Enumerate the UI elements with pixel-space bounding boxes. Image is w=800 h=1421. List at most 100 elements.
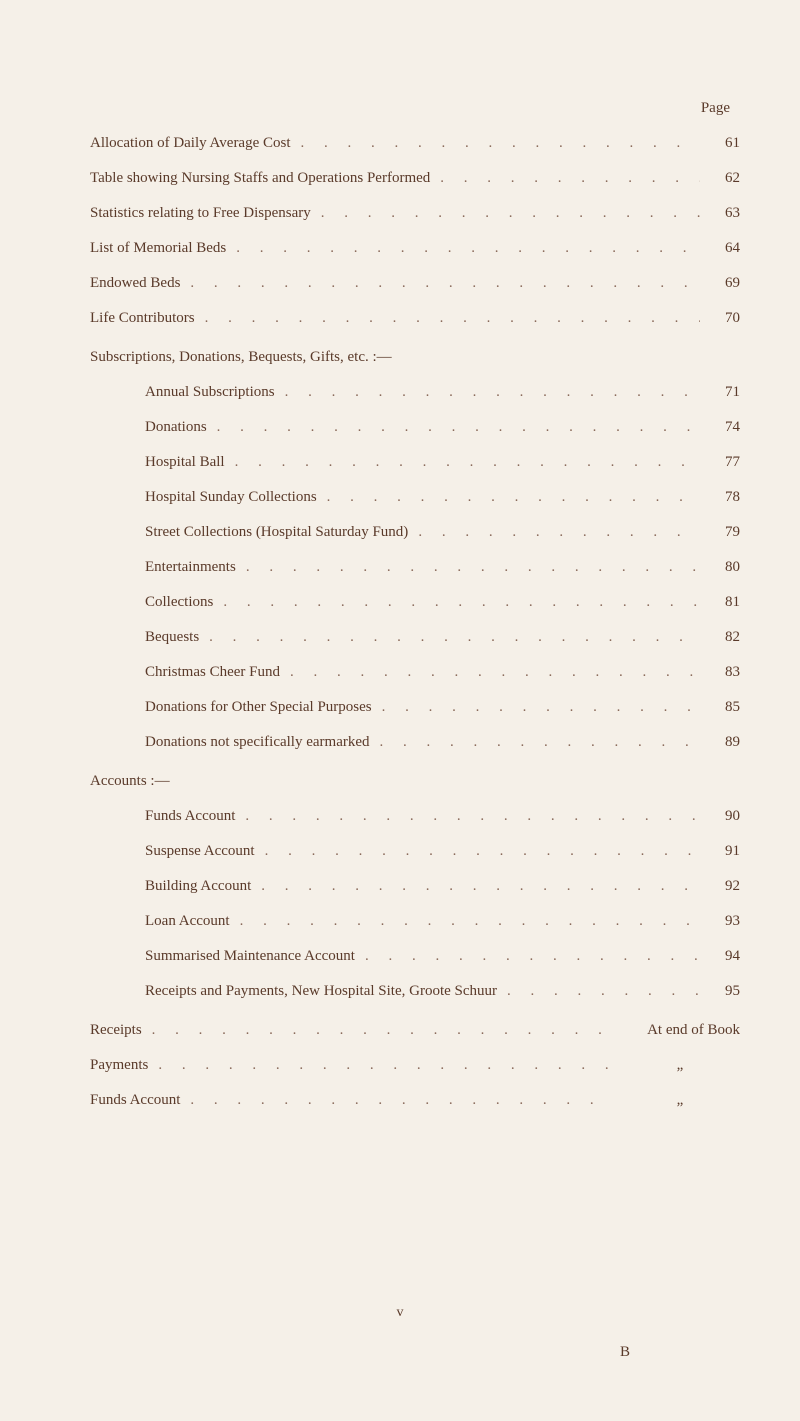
toc-item: Street Collections (Hospital Saturday Fu… [145, 524, 740, 541]
toc-label: Street Collections (Hospital Saturday Fu… [145, 524, 408, 541]
toc-dots: . . . . . . . . . . . . . . . . . . . . … [265, 843, 700, 860]
toc-dots: . . . . . . . . . . . . . . . . . . . . … [382, 699, 700, 716]
toc-item: Suspense Account . . . . . . . . . . . .… [145, 843, 740, 860]
toc-label: Receipts and Payments, New Hospital Site… [145, 983, 497, 1000]
toc-dots: . . . . . . . . . . . . . . . . . . . . … [209, 629, 700, 646]
accounts-section-header: Accounts :— [90, 773, 740, 790]
toc-item: Payments . . . . . . . . . . . . . . . .… [90, 1057, 740, 1074]
toc-item: Summarised Maintenance Account . . . . .… [145, 948, 740, 965]
toc-item: Hospital Ball . . . . . . . . . . . . . … [145, 454, 740, 471]
toc-dots: . . . . . . . . . . . . . . . . . . . . … [158, 1057, 610, 1074]
main-toc-section: Allocation of Daily Average Cost . . . .… [90, 135, 740, 327]
page-number: v [397, 1305, 404, 1321]
toc-label: Loan Account [145, 913, 230, 930]
toc-label: Allocation of Daily Average Cost [90, 135, 291, 152]
toc-page: 78 [710, 489, 740, 506]
toc-dots: . . . . . . . . . . . . . . . . . . . . … [205, 310, 700, 327]
toc-label: Donations for Other Special Purposes [145, 699, 372, 716]
toc-dots: . . . . . . . . . . . . . . . . . . . . … [240, 913, 700, 930]
toc-page: 69 [710, 275, 740, 292]
toc-page: 91 [710, 843, 740, 860]
toc-item: List of Memorial Beds . . . . . . . . . … [90, 240, 740, 257]
toc-dots: . . . . . . . . . . . . . . . . . . . . … [301, 135, 700, 152]
toc-page: 79 [710, 524, 740, 541]
toc-dots: . . . . . . . . . . . . . . . . . . . . … [507, 983, 700, 1000]
toc-item: Life Contributors . . . . . . . . . . . … [90, 310, 740, 327]
toc-label: Bequests [145, 629, 199, 646]
toc-item: Endowed Beds . . . . . . . . . . . . . .… [90, 275, 740, 292]
toc-label: Donations [145, 419, 207, 436]
toc-page: 71 [710, 384, 740, 401]
toc-item: Annual Subscriptions . . . . . . . . . .… [145, 384, 740, 401]
toc-label: Donations not specifically earmarked [145, 734, 370, 751]
toc-dots: . . . . . . . . . . . . . . . . . . . . … [285, 384, 700, 401]
toc-item: Donations for Other Special Purposes . .… [145, 699, 740, 716]
toc-item: Statistics relating to Free Dispensary .… [90, 205, 740, 222]
toc-page: 62 [710, 170, 740, 187]
toc-label: Hospital Sunday Collections [145, 489, 317, 506]
toc-page: 89 [710, 734, 740, 751]
toc-item: Receipts . . . . . . . . . . . . . . . .… [90, 1022, 740, 1039]
toc-label: Funds Account [90, 1092, 180, 1109]
toc-item: Funds Account . . . . . . . . . . . . . … [90, 1092, 740, 1109]
toc-page: 61 [710, 135, 740, 152]
toc-label: Life Contributors [90, 310, 195, 327]
toc-page: 85 [710, 699, 740, 716]
toc-dots: . . . . . . . . . . . . . . . . . . . . … [380, 734, 700, 751]
toc-dots: . . . . . . . . . . . . . . . . . . . . … [321, 205, 700, 222]
toc-item: Collections . . . . . . . . . . . . . . … [145, 594, 740, 611]
toc-page: 70 [710, 310, 740, 327]
toc-label: Collections [145, 594, 213, 611]
toc-label: Building Account [145, 878, 251, 895]
toc-dots: . . . . . . . . . . . . . . . . . . . . … [235, 454, 700, 471]
toc-dots: . . . . . . . . . . . . . . . . . . . . … [365, 948, 700, 965]
toc-item: Christmas Cheer Fund . . . . . . . . . .… [145, 664, 740, 681]
toc-dots: . . . . . . . . . . . . . . . . . . . . … [217, 419, 700, 436]
toc-page: 80 [710, 559, 740, 576]
toc-label: Receipts [90, 1022, 142, 1039]
toc-page: 82 [710, 629, 740, 646]
toc-page: 93 [710, 913, 740, 930]
toc-item: Loan Account . . . . . . . . . . . . . .… [145, 913, 740, 930]
toc-page: 90 [710, 808, 740, 825]
toc-page: „ [620, 1092, 740, 1109]
page-marker: B [620, 1344, 630, 1361]
toc-page: 81 [710, 594, 740, 611]
toc-page: „ [620, 1057, 740, 1074]
toc-item: Donations not specifically earmarked . .… [145, 734, 740, 751]
toc-label: Table showing Nursing Staffs and Operati… [90, 170, 430, 187]
toc-item: Funds Account . . . . . . . . . . . . . … [145, 808, 740, 825]
toc-dots: . . . . . . . . . . . . . . . . . . . . … [190, 1092, 610, 1109]
toc-page: 64 [710, 240, 740, 257]
toc-page: 77 [710, 454, 740, 471]
toc-page: At end of Book [620, 1022, 740, 1039]
toc-label: Funds Account [145, 808, 235, 825]
toc-label: Endowed Beds [90, 275, 180, 292]
toc-dots: . . . . . . . . . . . . . . . . . . . . … [152, 1022, 610, 1039]
toc-label: Annual Subscriptions [145, 384, 275, 401]
toc-page: 92 [710, 878, 740, 895]
toc-dots: . . . . . . . . . . . . . . . . . . . . … [261, 878, 700, 895]
toc-label: Christmas Cheer Fund [145, 664, 280, 681]
toc-dots: . . . . . . . . . . . . . . . . . . . . … [245, 808, 700, 825]
toc-dots: . . . . . . . . . . . . . . . . . . . . … [440, 170, 700, 187]
toc-dots: . . . . . . . . . . . . . . . . . . . . … [236, 240, 700, 257]
end-section: Receipts . . . . . . . . . . . . . . . .… [90, 1022, 740, 1109]
toc-item: Hospital Sunday Collections . . . . . . … [145, 489, 740, 506]
accounts-section: Funds Account . . . . . . . . . . . . . … [90, 808, 740, 1000]
toc-label: Payments [90, 1057, 148, 1074]
toc-label: Hospital Ball [145, 454, 225, 471]
toc-page: 63 [710, 205, 740, 222]
toc-page: 83 [710, 664, 740, 681]
toc-item: Allocation of Daily Average Cost . . . .… [90, 135, 740, 152]
subscriptions-section: Annual Subscriptions . . . . . . . . . .… [90, 384, 740, 751]
toc-dots: . . . . . . . . . . . . . . . . . . . . … [246, 559, 700, 576]
toc-item: Receipts and Payments, New Hospital Site… [145, 983, 740, 1000]
toc-item: Bequests . . . . . . . . . . . . . . . .… [145, 629, 740, 646]
toc-dots: . . . . . . . . . . . . . . . . . . . . … [418, 524, 700, 541]
toc-label: List of Memorial Beds [90, 240, 226, 257]
toc-dots: . . . . . . . . . . . . . . . . . . . . … [190, 275, 700, 292]
subscriptions-section-header: Subscriptions, Donations, Bequests, Gift… [90, 349, 740, 366]
toc-dots: . . . . . . . . . . . . . . . . . . . . … [223, 594, 700, 611]
toc-label: Entertainments [145, 559, 236, 576]
